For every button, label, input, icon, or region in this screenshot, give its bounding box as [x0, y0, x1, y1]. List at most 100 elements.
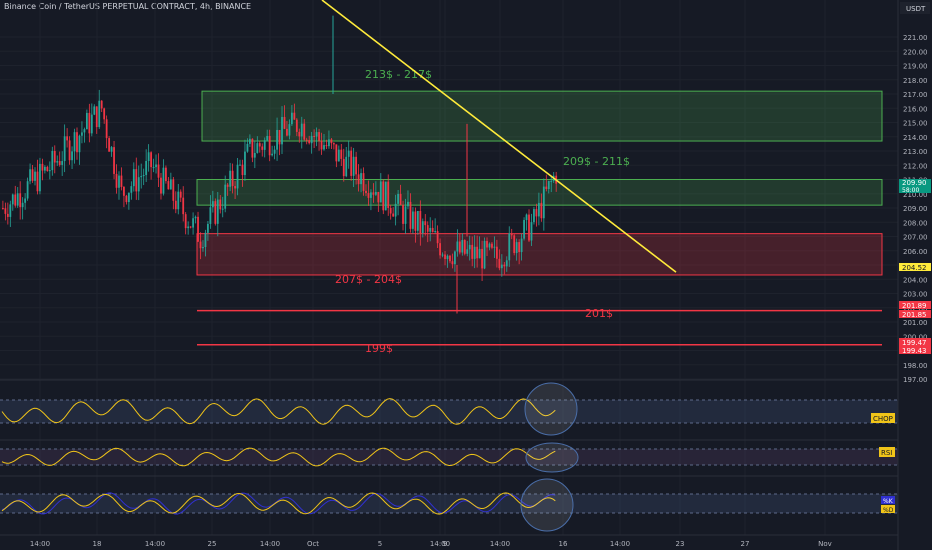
legend-d: %D	[883, 507, 894, 514]
candle	[320, 140, 323, 150]
candle	[505, 260, 508, 267]
y-tick-14: 207.00	[903, 234, 928, 242]
candle	[367, 193, 370, 198]
candle	[276, 129, 278, 150]
candle	[496, 246, 498, 259]
currency-box	[900, 2, 930, 14]
candle	[115, 173, 118, 188]
candle	[4, 208, 7, 214]
candle	[374, 192, 377, 195]
candle	[488, 243, 491, 248]
candle	[463, 240, 466, 254]
candle	[135, 169, 138, 192]
y-tick-9: 212.00	[903, 162, 928, 170]
y-tick-17: 204.00	[903, 276, 928, 284]
indicator-line-2-0	[1, 492, 556, 515]
y-tick-5: 216.00	[903, 105, 928, 113]
y-tick-4: 217.00	[903, 91, 928, 99]
candle	[402, 204, 404, 224]
x-tick-2: 14:00	[145, 540, 165, 548]
candle	[204, 232, 207, 247]
indicator-tag-0	[871, 413, 895, 423]
zone-1	[196, 179, 883, 206]
candle	[387, 181, 390, 209]
indicator-line-0-0	[1, 398, 556, 425]
candle	[137, 177, 140, 192]
candle	[290, 112, 293, 125]
candle	[58, 161, 61, 165]
candle	[211, 201, 214, 208]
grid	[0, 0, 898, 535]
candle	[271, 153, 274, 156]
candle	[130, 186, 133, 193]
legend-k-box	[881, 496, 895, 504]
candle	[382, 181, 385, 211]
candle	[41, 163, 44, 171]
candle	[454, 251, 456, 265]
price-badge-text-1: 204.52	[902, 264, 927, 272]
candle	[436, 231, 439, 244]
candle	[273, 149, 276, 154]
candle	[407, 201, 409, 207]
candle	[197, 216, 199, 242]
candle	[365, 190, 367, 194]
price-badge-text-4: 199.47	[902, 339, 927, 347]
candle	[384, 181, 387, 211]
candle	[518, 242, 521, 253]
y-tick-3: 218.00	[903, 77, 928, 85]
candle	[330, 139, 333, 144]
candle	[513, 235, 516, 254]
candle	[510, 233, 513, 236]
candle	[192, 218, 194, 228]
candle	[362, 173, 365, 191]
candle	[110, 147, 113, 152]
candle	[172, 179, 175, 201]
candle	[318, 132, 320, 141]
candle	[95, 106, 98, 128]
candle	[493, 246, 496, 248]
candle	[451, 261, 454, 265]
candle	[547, 181, 550, 189]
price-axis-bg	[898, 0, 932, 550]
candle	[419, 210, 422, 234]
candle	[147, 152, 150, 161]
y-tick-1: 220.00	[903, 48, 928, 56]
x-tick-11: 14:00	[610, 540, 630, 548]
candle	[21, 202, 24, 208]
price-badge-text-3: 201.85	[902, 311, 927, 319]
x-tick-10: 16	[559, 540, 568, 548]
indicator-tag-1	[879, 447, 895, 457]
candle	[525, 214, 528, 221]
candle	[16, 193, 19, 206]
x-tick-7: 14:00	[430, 540, 450, 548]
candle	[263, 140, 266, 150]
candle	[340, 149, 343, 159]
candle	[73, 132, 76, 152]
candle	[123, 186, 125, 196]
candle	[162, 167, 165, 194]
candle	[342, 158, 345, 177]
candle	[533, 209, 535, 223]
candle	[155, 164, 157, 168]
x-tick-0: 14:00	[30, 540, 50, 548]
candle	[449, 255, 451, 262]
zone-label-1: 209$ - 211$	[563, 155, 630, 168]
candle	[66, 136, 69, 141]
candle	[434, 231, 437, 233]
candle	[300, 123, 303, 137]
candle	[412, 211, 414, 229]
y-tick-20: 201.00	[903, 319, 928, 327]
candle	[444, 254, 446, 260]
candle	[537, 202, 540, 217]
candle	[446, 255, 449, 260]
candle	[83, 129, 86, 133]
time-axis[interactable]: 14:00 18 14:00 25 14:00 Oct 5 14:009 14:00 16 14:0…	[30, 540, 832, 548]
candle	[404, 206, 407, 224]
candle	[426, 225, 429, 232]
candle	[530, 222, 533, 241]
candle	[332, 143, 335, 145]
candle	[498, 258, 501, 269]
candle	[421, 221, 424, 234]
y-tick-18: 203.00	[903, 291, 928, 299]
